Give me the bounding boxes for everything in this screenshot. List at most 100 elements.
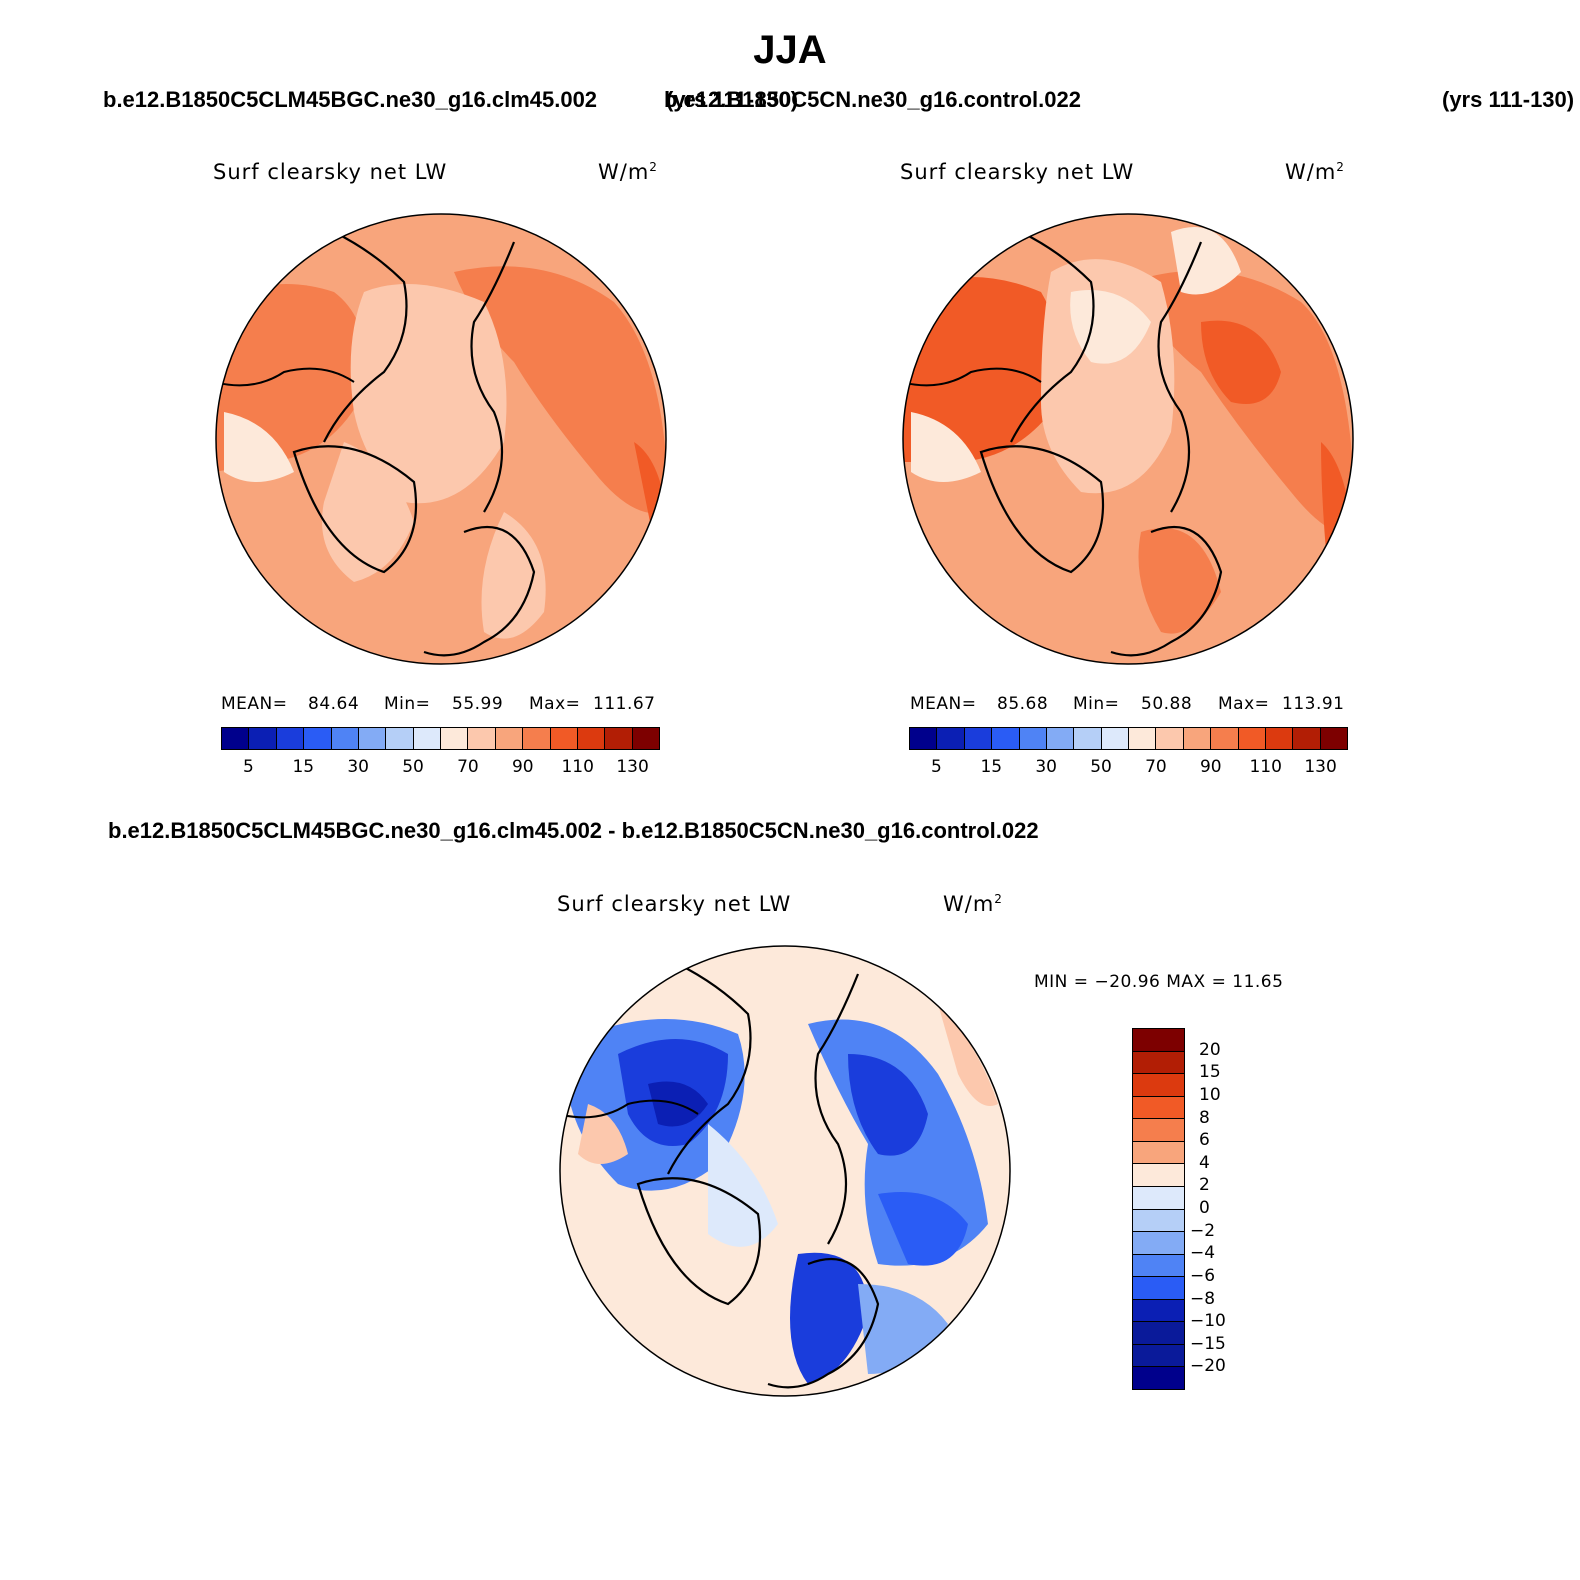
colorbar-box	[1293, 728, 1321, 749]
colorbar-box	[1133, 1051, 1184, 1075]
diff-colorbar	[1132, 1028, 1185, 1390]
panel2-min: 50.88	[1141, 694, 1193, 714]
colorbar-box	[1133, 1074, 1184, 1097]
colorbar-box	[222, 728, 250, 749]
panel2-mean-label: MEAN=	[910, 694, 977, 714]
panel2-max-label: Max=	[1218, 694, 1270, 714]
colorbar-box	[1133, 1277, 1184, 1300]
colorbar-box	[276, 728, 305, 749]
diff-map	[559, 945, 1011, 1397]
colorbar-tick-label: 110	[1249, 757, 1282, 777]
colorbar-tick-label: 90	[511, 757, 534, 777]
case1-years: (yrs 111-130)	[666, 87, 799, 112]
panel1-variable: Surf clearsky net LW	[213, 160, 448, 184]
colorbar-box	[1019, 728, 1047, 749]
diff-units: W/m2	[943, 892, 1003, 916]
colorbar-box	[632, 728, 659, 749]
colorbar-box	[1238, 728, 1266, 749]
colorbar-box	[523, 728, 551, 749]
colorbar-box	[1156, 728, 1184, 749]
colorbar-tick-label: −10	[1190, 1311, 1226, 1332]
colorbar-box	[1133, 1299, 1184, 1323]
diff-minmax: MIN = −20.96 MAX = 11.65	[1034, 972, 1284, 992]
colorbar-box	[605, 728, 633, 749]
colorbar-tick-label: 20	[1199, 1039, 1221, 1060]
colorbar-tick-label: 6	[1199, 1130, 1210, 1151]
colorbar-tick-label: 2	[1199, 1175, 1210, 1196]
colorbar-box	[910, 728, 938, 749]
colorbar-tick-label: 5	[931, 757, 942, 777]
panel2-mean: 85.68	[997, 694, 1049, 714]
panel1-max-label: Max=	[529, 694, 581, 714]
colorbar-tick-label: 15	[980, 757, 1003, 777]
colorbar-tick-label: 50	[1090, 757, 1112, 777]
colorbar-box	[1101, 728, 1129, 749]
colorbar-box	[964, 728, 993, 749]
colorbar-tick-label: 130	[616, 757, 649, 777]
colorbar-tick-label: 50	[402, 757, 424, 777]
season-title: JJA	[753, 28, 827, 72]
colorbar-tick-label: 110	[561, 757, 594, 777]
panel1-min-label: Min=	[384, 694, 431, 714]
colorbar-box	[1074, 728, 1102, 749]
panel2-max: 113.91	[1282, 694, 1345, 714]
colorbar-tick-label: −2	[1190, 1220, 1216, 1241]
colorbar-box	[1133, 1164, 1184, 1187]
colorbar-tick-label: 30	[1035, 757, 1057, 777]
panel1-min: 55.99	[452, 694, 504, 714]
colorbar-box	[577, 728, 606, 749]
panel1-map	[215, 213, 667, 665]
panel1-mean: 84.64	[308, 694, 360, 714]
colorbar-box	[249, 728, 277, 749]
colorbar-tick-label: 8	[1199, 1107, 1210, 1128]
panel2-colorbar	[909, 727, 1348, 750]
colorbar-tick-label: −20	[1190, 1356, 1226, 1377]
colorbar-tick-label: 30	[347, 757, 369, 777]
panel1-mean-label: MEAN=	[221, 694, 288, 714]
colorbar-box	[441, 728, 469, 749]
panel2-min-label: Min=	[1073, 694, 1120, 714]
colorbar-box	[358, 728, 387, 749]
colorbar-box	[1046, 728, 1075, 749]
colorbar-box	[1133, 1186, 1184, 1210]
diff-variable: Surf clearsky net LW	[557, 892, 792, 916]
colorbar-tick-label: 70	[457, 757, 479, 777]
colorbar-box	[1133, 1367, 1184, 1389]
diff-title: b.e12.B1850C5CLM45BGC.ne30_g16.clm45.002…	[108, 818, 1039, 843]
case2-years: (yrs 111-130)	[1442, 87, 1575, 112]
panel2-variable: Surf clearsky net LW	[900, 160, 1135, 184]
colorbar-box	[413, 728, 441, 749]
colorbar-tick-label: 70	[1145, 757, 1167, 777]
colorbar-box	[1133, 1209, 1184, 1233]
colorbar-box	[550, 728, 578, 749]
colorbar-box	[1133, 1119, 1184, 1142]
colorbar-tick-label: −15	[1190, 1333, 1226, 1354]
colorbar-tick-label: 4	[1199, 1152, 1210, 1173]
colorbar-tick-label: −8	[1190, 1288, 1216, 1309]
colorbar-box	[1133, 1254, 1184, 1278]
colorbar-box	[992, 728, 1020, 749]
panel1-units: W/m2	[598, 160, 658, 184]
panel1-max: 111.67	[593, 694, 656, 714]
panel1-colorbar	[221, 727, 660, 750]
colorbar-box	[937, 728, 965, 749]
colorbar-box	[304, 728, 332, 749]
colorbar-box	[1183, 728, 1212, 749]
colorbar-tick-label: −6	[1190, 1265, 1216, 1286]
colorbar-box	[1129, 728, 1157, 749]
colorbar-box	[331, 728, 359, 749]
panel2-map	[902, 213, 1354, 665]
colorbar-box	[1133, 1141, 1184, 1165]
colorbar-tick-label: 5	[243, 757, 254, 777]
colorbar-box	[495, 728, 524, 749]
colorbar-box	[386, 728, 414, 749]
colorbar-tick-label: 0	[1199, 1198, 1210, 1218]
colorbar-box	[1133, 1029, 1184, 1052]
colorbar-tick-label: 15	[292, 757, 315, 777]
colorbar-tick-label: −4	[1190, 1243, 1216, 1264]
colorbar-tick-label: 10	[1199, 1084, 1221, 1105]
colorbar-box	[1133, 1096, 1184, 1120]
colorbar-tick-label: 90	[1199, 757, 1222, 777]
colorbar-box	[1133, 1344, 1184, 1368]
panel2-units: W/m2	[1285, 160, 1345, 184]
